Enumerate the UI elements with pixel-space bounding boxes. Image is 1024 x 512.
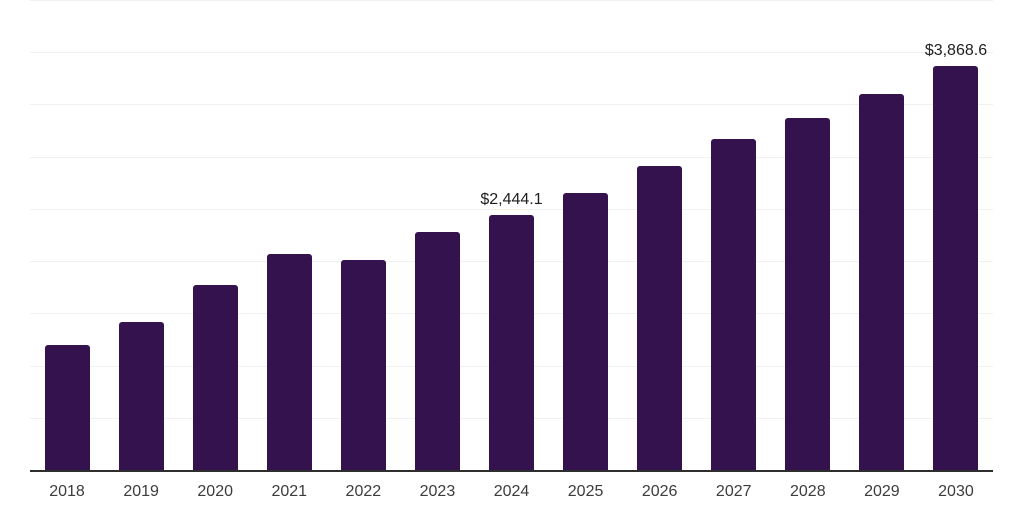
gridline (30, 208, 993, 210)
x-tick-2025: 2025 (567, 483, 604, 500)
bar-2026[interactable] (637, 165, 683, 470)
bar-2020[interactable] (192, 284, 238, 470)
bar-2021[interactable] (266, 254, 312, 470)
bar-2019[interactable] (118, 321, 164, 470)
x-tick-2019: 2019 (123, 483, 159, 500)
bar-2030[interactable] (933, 65, 979, 470)
bar-2028[interactable] (785, 118, 831, 470)
bar-2023[interactable] (414, 231, 460, 470)
x-tick-2022: 2022 (345, 483, 382, 500)
gridline (30, 52, 993, 54)
x-tick-2029: 2029 (864, 483, 900, 500)
x-tick-2026: 2026 (641, 483, 678, 500)
x-tick-2024: 2024 (493, 483, 530, 500)
x-tick-2030: 2030 (938, 483, 974, 500)
x-tick-2023: 2023 (419, 483, 456, 500)
gridline (30, 0, 993, 1)
x-tick-2020: 2020 (197, 483, 233, 500)
bar-2027[interactable] (711, 139, 757, 470)
gridline (30, 104, 993, 106)
x-tick-2021: 2021 (271, 483, 308, 500)
bar-2024[interactable] (489, 214, 534, 470)
x-tick-2028: 2028 (790, 483, 826, 500)
gridline (30, 156, 993, 158)
plot-area: $2,444.1 $3,868.6 (30, 0, 993, 472)
x-axis-line (30, 470, 993, 472)
x-tick-2018: 2018 (49, 483, 85, 500)
bar-2025[interactable] (563, 192, 609, 470)
x-tick-2027: 2027 (715, 483, 752, 500)
bar-2018[interactable] (44, 344, 90, 470)
bar-2022[interactable] (340, 259, 386, 470)
data-label-2030: $3,868.6 (924, 41, 988, 59)
bar-2029[interactable] (859, 94, 905, 470)
data-label-2024: $2,444.1 (480, 190, 543, 208)
